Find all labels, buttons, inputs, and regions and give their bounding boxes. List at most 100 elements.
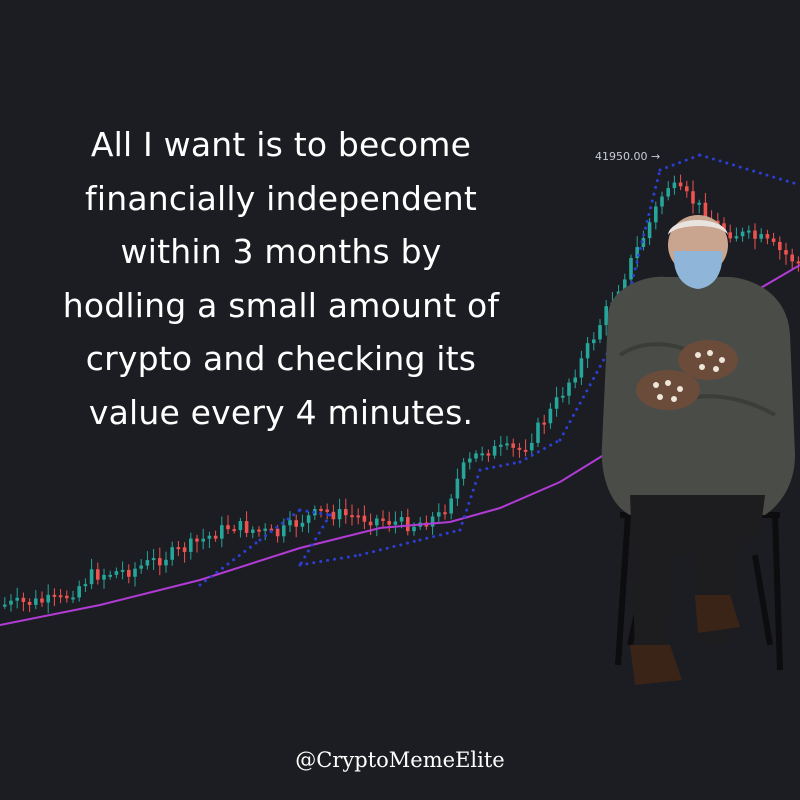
indicator-dot <box>438 533 442 537</box>
indicator-dot <box>353 554 357 558</box>
indicator-dot <box>292 513 296 517</box>
indicator-dot <box>657 172 661 176</box>
indicator-dot <box>473 482 477 486</box>
indicator-dot <box>399 543 403 547</box>
indicator-dot <box>462 515 466 519</box>
indicator-dot <box>732 163 736 167</box>
indicator-dot <box>638 247 642 251</box>
indicator-dot <box>324 519 328 523</box>
candle-body <box>412 526 416 532</box>
indicator-dot <box>418 538 422 542</box>
caption-line-4: hodling a small amount of <box>62 285 500 325</box>
candle-body <box>282 525 286 537</box>
indicator-dot <box>432 535 436 539</box>
caption-line-6: value every 4 minutes. <box>88 392 474 432</box>
candle-body <box>387 520 391 525</box>
candle-body <box>325 509 329 512</box>
indicator-dot <box>602 358 606 362</box>
candle-body <box>108 574 112 577</box>
candle-body <box>480 453 484 456</box>
candle-body <box>120 569 125 572</box>
mittens-icon <box>636 340 738 410</box>
meme-caption: All I want is to become financially inde… <box>0 118 562 439</box>
indicator-dot <box>745 167 749 171</box>
candle-body <box>585 343 590 359</box>
indicator-dot <box>652 192 656 196</box>
indicator-dot <box>492 465 496 469</box>
indicator-dot <box>237 554 241 558</box>
candle-body <box>778 241 782 251</box>
candle-body <box>350 515 354 518</box>
candle-body <box>393 521 398 525</box>
indicator-dot <box>561 432 565 436</box>
candle-body <box>647 222 652 239</box>
indicator-dot <box>328 513 332 517</box>
indicator-dot <box>198 583 202 587</box>
boot-left <box>630 645 682 685</box>
candle-body <box>623 279 627 292</box>
indicator-dot <box>310 543 314 547</box>
candle-body <box>734 236 739 239</box>
candle-body <box>232 529 236 532</box>
candle-body <box>9 600 13 605</box>
candle-body <box>77 586 81 598</box>
candle-body <box>554 397 559 409</box>
face-mask <box>673 251 723 289</box>
candle-body <box>15 597 19 601</box>
candle-body <box>685 186 689 192</box>
candle-body <box>740 231 745 237</box>
candle-body <box>288 520 292 526</box>
indicator-dot <box>512 461 516 465</box>
indicator-dot <box>711 157 715 161</box>
candle-body <box>331 511 336 520</box>
indicator-dot <box>658 168 662 172</box>
indicator-dot <box>655 179 659 183</box>
indicator-dot <box>460 521 464 525</box>
indicator-dot <box>458 528 462 532</box>
candlesticks <box>3 174 800 614</box>
indicator-dot <box>209 575 213 579</box>
indicator-dot <box>643 226 647 230</box>
candle-body <box>573 377 577 383</box>
candle-body <box>697 202 701 205</box>
indicator-dot <box>286 517 290 521</box>
candle-body <box>21 597 26 602</box>
candle-body <box>536 422 540 443</box>
candle-body <box>542 422 546 425</box>
candle-body <box>716 220 720 224</box>
indicator-dot <box>549 443 553 447</box>
candle-body <box>238 521 243 531</box>
indicator-dot <box>298 563 302 567</box>
indicator-dot <box>372 550 376 554</box>
indicator-dot <box>642 233 646 237</box>
candle-body <box>189 538 193 552</box>
candle-body <box>505 443 509 446</box>
candle-body <box>678 182 683 187</box>
candle-body <box>635 247 639 259</box>
indicator-dot <box>478 468 482 472</box>
candle-body <box>40 598 44 603</box>
candle-body <box>406 517 410 532</box>
indicator-dot <box>412 539 416 543</box>
candle-body <box>207 535 212 539</box>
candle-body <box>430 516 435 527</box>
indicator-dot <box>305 562 309 566</box>
indicator-dot <box>581 395 585 399</box>
candle-body <box>759 234 763 239</box>
candle-body <box>46 594 50 603</box>
indicator-dot <box>346 555 350 559</box>
candle-body <box>499 444 503 447</box>
candle-body <box>660 196 664 207</box>
indicator-dot <box>226 562 230 566</box>
candle-body <box>598 325 602 340</box>
indicator-dot <box>264 534 268 538</box>
candle-body <box>474 453 478 459</box>
indicator-dot <box>243 549 247 553</box>
candle-body <box>443 512 447 515</box>
candle-body <box>176 547 181 550</box>
candle-body <box>139 565 143 569</box>
indicator-dot <box>306 549 310 553</box>
indicator-dot <box>392 545 396 549</box>
indicator-dot <box>654 185 658 189</box>
